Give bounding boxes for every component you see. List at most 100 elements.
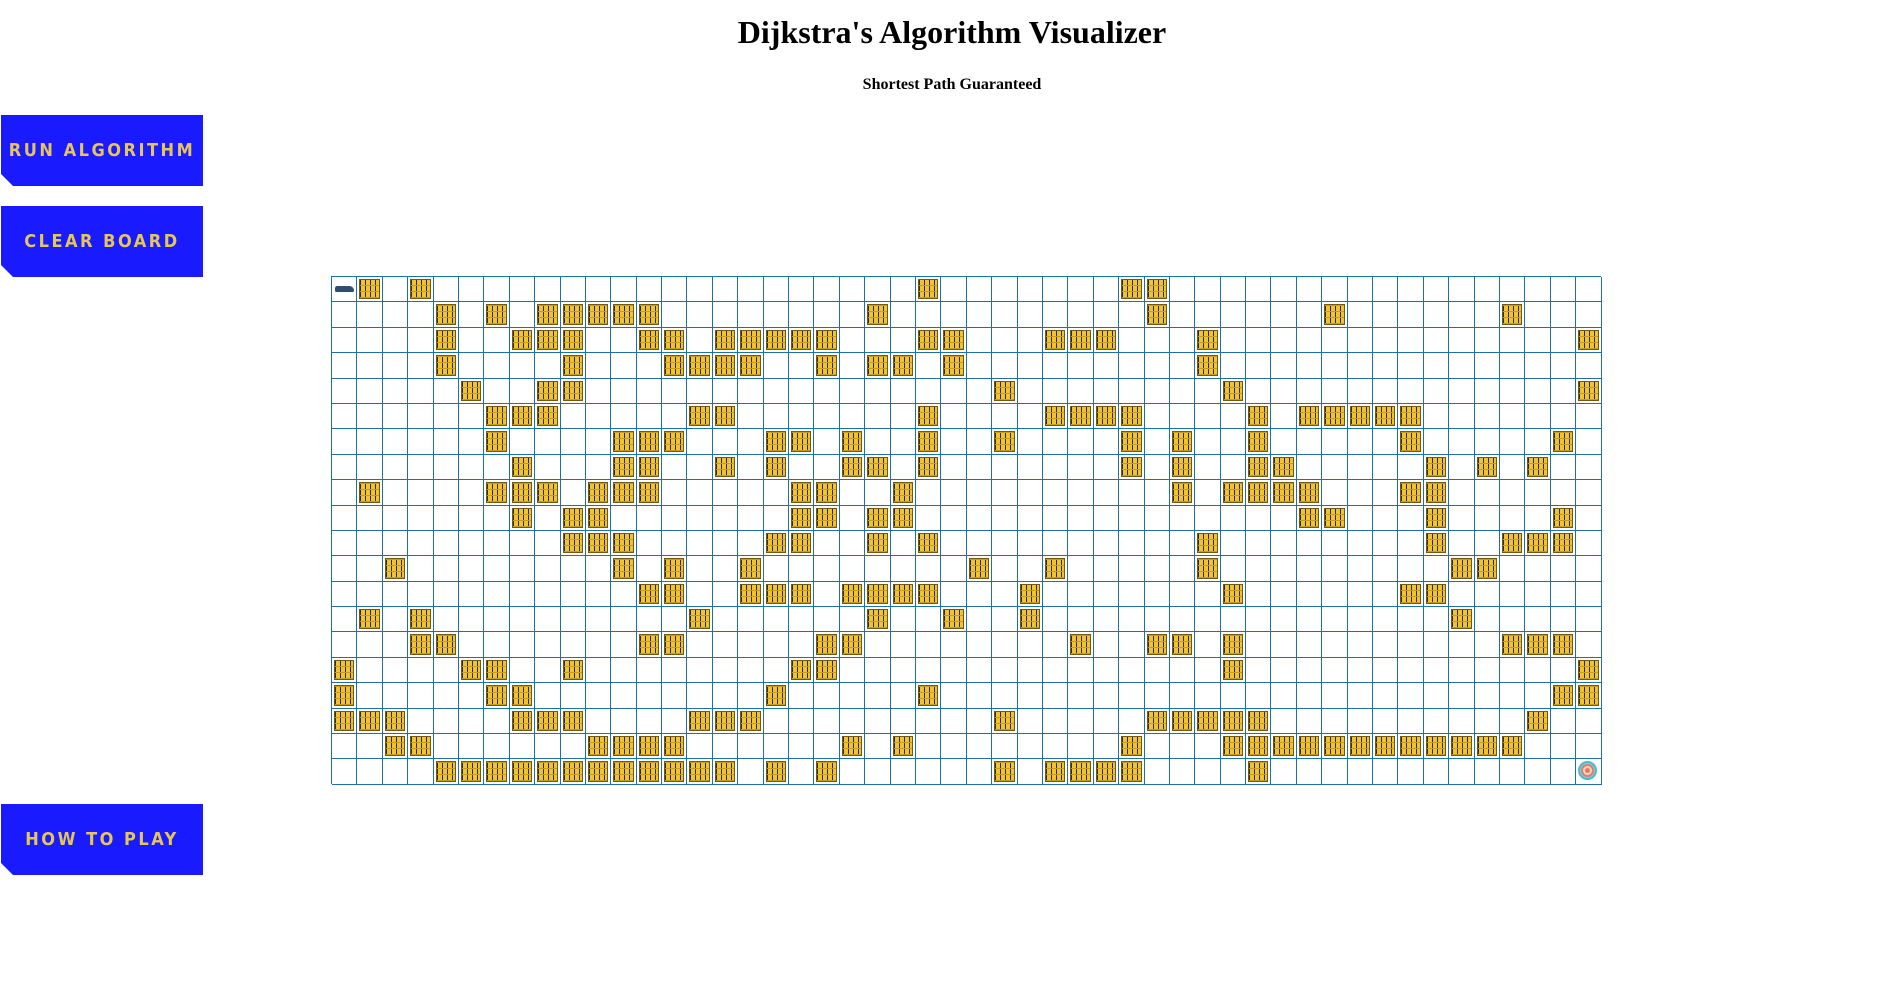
grid-cell[interactable] <box>865 657 891 684</box>
grid-cell[interactable] <box>1119 708 1145 735</box>
grid-cell[interactable] <box>332 607 358 633</box>
wall-cell[interactable] <box>1550 530 1577 557</box>
wall-cell[interactable] <box>941 607 967 633</box>
wall-cell[interactable] <box>1322 403 1348 430</box>
grid-cell[interactable] <box>1195 403 1221 430</box>
grid-cell[interactable] <box>1474 632 1500 658</box>
grid-cell[interactable] <box>382 353 409 379</box>
wall-cell[interactable] <box>509 759 536 785</box>
wall-cell[interactable] <box>712 353 739 379</box>
grid-cell[interactable] <box>1220 556 1247 582</box>
grid-cell[interactable] <box>662 277 688 303</box>
grid-cell[interactable] <box>839 378 866 404</box>
grid-cell[interactable] <box>1093 480 1120 506</box>
grid-cell[interactable] <box>1042 607 1069 633</box>
grid-cell[interactable] <box>1093 683 1120 709</box>
wall-cell[interactable] <box>1042 759 1069 785</box>
grid-cell[interactable] <box>1576 302 1602 328</box>
grid-cell[interactable] <box>585 607 612 633</box>
grid-cell[interactable] <box>1119 353 1145 379</box>
wall-cell[interactable] <box>1296 403 1323 430</box>
grid-cell[interactable] <box>1525 607 1551 633</box>
wall-cell[interactable] <box>1042 403 1069 430</box>
grid-cell[interactable] <box>966 403 993 430</box>
grid-cell[interactable] <box>509 734 536 760</box>
grid-cell[interactable] <box>1347 454 1374 481</box>
grid-cell[interactable] <box>1499 683 1526 709</box>
grid-cell[interactable] <box>1017 708 1043 735</box>
grid-cell[interactable] <box>890 632 916 658</box>
grid-cell[interactable] <box>1246 657 1272 684</box>
grid-cell[interactable] <box>1373 378 1399 404</box>
wall-cell[interactable] <box>535 480 561 506</box>
wall-cell[interactable] <box>611 556 637 582</box>
wall-cell[interactable] <box>1195 708 1221 735</box>
grid-cell[interactable] <box>1423 378 1450 404</box>
wall-cell[interactable] <box>890 353 916 379</box>
grid-cell[interactable] <box>1449 454 1475 481</box>
how-to-play-button[interactable]: HOW TO PLAY <box>1 804 203 875</box>
grid-cell[interactable] <box>1042 734 1069 760</box>
wall-cell[interactable] <box>1246 734 1272 760</box>
grid-cell[interactable] <box>1195 277 1221 303</box>
grid-cell[interactable] <box>966 327 993 354</box>
grid-cell[interactable] <box>814 607 840 633</box>
grid-cell[interactable] <box>1169 657 1196 684</box>
grid-cell[interactable] <box>1576 734 1602 760</box>
wall-cell[interactable] <box>1550 683 1577 709</box>
wall-cell[interactable] <box>890 480 916 506</box>
grid-cell[interactable] <box>966 759 993 785</box>
grid-cell[interactable] <box>712 581 739 608</box>
wall-cell[interactable] <box>611 480 637 506</box>
grid-cell[interactable] <box>408 480 434 506</box>
grid-cell[interactable] <box>1373 708 1399 735</box>
grid-cell[interactable] <box>1525 734 1551 760</box>
grid-cell[interactable] <box>1144 581 1170 608</box>
wall-cell[interactable] <box>458 378 485 404</box>
grid-cell[interactable] <box>789 759 815 785</box>
grid-cell[interactable] <box>408 505 434 531</box>
grid-cell[interactable] <box>1576 708 1602 735</box>
wall-cell[interactable] <box>1220 734 1247 760</box>
wall-cell[interactable] <box>357 277 383 303</box>
grid-cell[interactable] <box>1347 607 1374 633</box>
grid-cell[interactable] <box>1093 530 1120 557</box>
grid-cell[interactable] <box>408 759 434 785</box>
grid-cell[interactable] <box>1550 327 1577 354</box>
grid-cell[interactable] <box>1296 581 1323 608</box>
grid-cell[interactable] <box>585 353 612 379</box>
grid-cell[interactable] <box>484 454 510 481</box>
grid-cell[interactable] <box>1373 607 1399 633</box>
grid-cell[interactable] <box>1347 480 1374 506</box>
grid-cell[interactable] <box>1322 683 1348 709</box>
grid-cell[interactable] <box>1271 683 1297 709</box>
grid-cell[interactable] <box>357 327 383 354</box>
grid-cell[interactable] <box>1398 454 1424 481</box>
grid-cell[interactable] <box>687 480 713 506</box>
grid-cell[interactable] <box>1042 353 1069 379</box>
wall-cell[interactable] <box>1246 480 1272 506</box>
wall-cell[interactable] <box>357 708 383 735</box>
grid-cell[interactable] <box>966 530 993 557</box>
wall-cell[interactable] <box>1042 556 1069 582</box>
grid-cell[interactable] <box>1550 657 1577 684</box>
grid-cell[interactable] <box>1093 556 1120 582</box>
grid-cell[interactable] <box>865 429 891 455</box>
grid-cell[interactable] <box>1169 277 1196 303</box>
grid-cell[interactable] <box>1093 657 1120 684</box>
grid-cell[interactable] <box>1423 277 1450 303</box>
grid-cell[interactable] <box>941 505 967 531</box>
grid-cell[interactable] <box>1347 581 1374 608</box>
wall-cell[interactable] <box>1220 632 1247 658</box>
grid-cell[interactable] <box>1449 683 1475 709</box>
grid-cell[interactable] <box>662 403 688 430</box>
grid-cell[interactable] <box>611 683 637 709</box>
grid-cell[interactable] <box>992 581 1018 608</box>
grid-cell[interactable] <box>1017 556 1043 582</box>
wall-cell[interactable] <box>763 581 790 608</box>
grid-cell[interactable] <box>1246 530 1272 557</box>
grid-cell[interactable] <box>1220 403 1247 430</box>
grid-cell[interactable] <box>509 556 536 582</box>
grid-cell[interactable] <box>1271 277 1297 303</box>
wall-cell[interactable] <box>662 429 688 455</box>
